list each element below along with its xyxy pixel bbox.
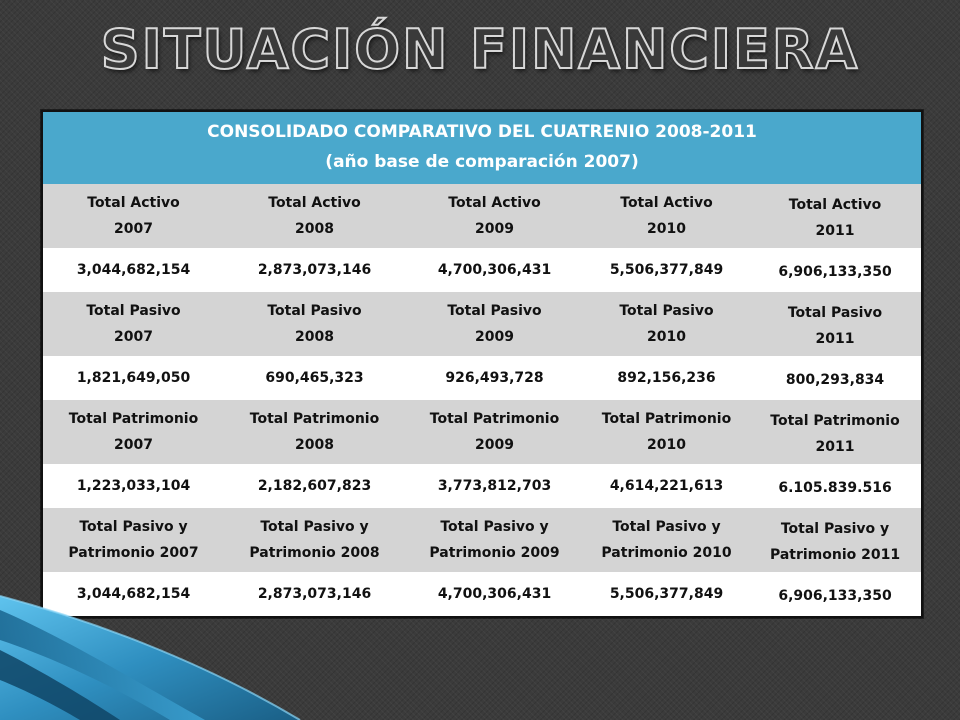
value-cell: 4,614,221,613 [584,464,749,508]
label-line-1: Total Activo [87,195,180,211]
label-line-2: Patrimonio 2009 [429,545,560,561]
label-cell: Total Patrimonio 2011 [749,400,922,464]
label-line-1: Total Patrimonio [770,413,900,429]
value-cell: 2,182,607,823 [224,464,405,508]
label-line-1: Total Pasivo [619,303,714,319]
label-line-2: 2008 [295,221,334,237]
value-cell: 3,044,682,154 [43,572,224,616]
table-header-row: CONSOLIDADO COMPARATIVO DEL CUATRENIO 20… [43,112,922,184]
table-header-subtitle: (año base de comparación 2007) [325,152,639,172]
label-cell: Total Activo 2007 [43,184,224,248]
label-cell: Total Pasivo 2010 [584,292,749,356]
value-cell: 1,821,649,050 [43,356,224,400]
label-line-2: 2009 [475,437,514,453]
value-cell: 690,465,323 [224,356,405,400]
label-row-total-pasivo: Total Pasivo 2007 Total Pasivo 2008 Total … [43,292,922,356]
value-cell: 2,873,073,146 [224,572,405,616]
label-cell: Total Patrimonio 2008 [224,400,405,464]
value-cell: 926,493,728 [405,356,584,400]
table-header-title: CONSOLIDADO COMPARATIVO DEL CUATRENIO 20… [207,122,757,142]
value-cell: 2,873,073,146 [224,248,405,292]
label-line-2: 2008 [295,329,334,345]
financial-table: CONSOLIDADO COMPARATIVO DEL CUATRENIO 20… [43,112,922,616]
label-line-1: Total Pasivo y [260,519,369,535]
slide-title: SITUACIÓN FINANCIERA [100,17,860,82]
label-row-total-pasivo-patrimonio: Total Pasivo y Patrimonio 2007 Total Pasi… [43,508,922,572]
label-line-2: Patrimonio 2007 [68,545,199,561]
label-cell: Total Activo 2011 [749,184,922,248]
label-cell: Total Pasivo y Patrimonio 2009 [405,508,584,572]
label-row-total-activo: Total Activo 2007 Total Activo 2008 Total … [43,184,922,248]
value-row-total-patrimonio: 1,223,033,104 2,182,607,823 3,773,812,70… [43,464,922,508]
label-cell: Total Pasivo 2011 [749,292,922,356]
value-cell: 3,044,682,154 [43,248,224,292]
label-cell: Total Patrimonio 2010 [584,400,749,464]
label-line-1: Total Patrimonio [68,411,199,427]
value-cell: 6,906,133,350 [749,572,922,616]
label-line-1: Total Patrimonio [429,411,560,427]
table-header: CONSOLIDADO COMPARATIVO DEL CUATRENIO 20… [43,112,922,184]
value-cell: 4,700,306,431 [405,248,584,292]
label-line-1: Total Pasivo y [780,521,890,537]
label-line-1: Total Pasivo y [440,519,549,535]
value-cell: 6,906,133,350 [749,248,922,292]
label-cell: Total Pasivo 2008 [224,292,405,356]
label-line-2: Patrimonio 2011 [769,547,901,563]
label-line-2: 2011 [815,439,855,455]
label-line-2: 2009 [475,329,514,345]
label-cell: Total Pasivo y Patrimonio 2010 [584,508,749,572]
label-cell: Total Patrimonio 2009 [405,400,584,464]
label-cell: Total Pasivo y Patrimonio 2011 [749,508,922,572]
label-cell: Total Pasivo 2009 [405,292,584,356]
value-cell: 6.105.839.516 [749,464,922,508]
value-cell: 1,223,033,104 [43,464,224,508]
label-line-2: 2008 [295,437,334,453]
label-line-2: 2010 [647,329,686,345]
label-line-1: Total Patrimonio [249,411,380,427]
label-line-1: Total Patrimonio [601,411,732,427]
label-line-2: 2009 [475,221,514,237]
label-line-1: Total Activo [448,195,541,211]
value-row-total-pasivo: 1,821,649,050 690,465,323 926,493,728 89… [43,356,922,400]
label-line-1: Total Pasivo [787,305,883,321]
label-line-1: Total Pasivo [267,303,362,319]
label-cell: Total Pasivo 2007 [43,292,224,356]
value-cell: 892,156,236 [584,356,749,400]
value-cell: 5,506,377,849 [584,248,749,292]
value-cell: 800,293,834 [749,356,922,400]
value-cell: 4,700,306,431 [405,572,584,616]
label-line-2: 2007 [114,437,153,453]
label-cell: Total Pasivo y Patrimonio 2008 [224,508,405,572]
label-line-1: Total Activo [620,195,713,211]
label-line-1: Total Pasivo y [612,519,721,535]
label-line-1: Total Pasivo y [79,519,188,535]
label-cell: Total Patrimonio 2007 [43,400,224,464]
label-line-2: 2011 [815,223,855,239]
label-row-total-patrimonio: Total Patrimonio 2007 Total Patrimonio 200… [43,400,922,464]
label-cell: Total Activo 2008 [224,184,405,248]
label-line-2: 2007 [114,329,153,345]
label-line-2: Patrimonio 2008 [249,545,380,561]
value-row-total-activo: 3,044,682,154 2,873,073,146 4,700,306,43… [43,248,922,292]
financial-table-container: CONSOLIDADO COMPARATIVO DEL CUATRENIO 20… [41,110,923,618]
label-cell: Total Activo 2009 [405,184,584,248]
label-line-2: 2010 [647,221,686,237]
label-line-2: 2011 [815,331,855,347]
label-line-1: Total Activo [268,195,361,211]
label-line-2: 2007 [114,221,153,237]
label-line-1: Total Pasivo [447,303,542,319]
value-cell: 5,506,377,849 [584,572,749,616]
label-cell: Total Activo 2010 [584,184,749,248]
label-line-1: Total Activo [788,197,882,213]
value-row-total-pasivo-patrimonio: 3,044,682,154 2,873,073,146 4,700,306,43… [43,572,922,616]
label-line-2: 2010 [647,437,686,453]
label-line-1: Total Pasivo [86,303,181,319]
label-line-2: Patrimonio 2010 [601,545,732,561]
label-cell: Total Pasivo y Patrimonio 2007 [43,508,224,572]
value-cell: 3,773,812,703 [405,464,584,508]
